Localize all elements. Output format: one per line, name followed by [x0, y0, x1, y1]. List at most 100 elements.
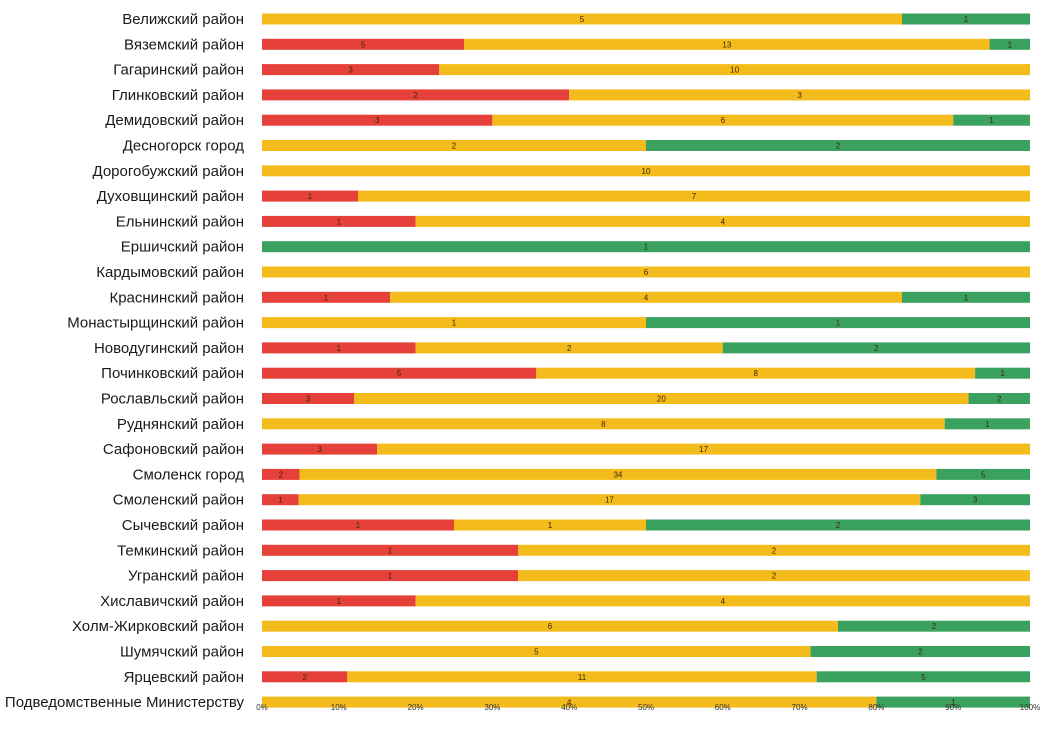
segment-value-label: 4 — [644, 293, 649, 302]
bar-segment — [415, 215, 1031, 227]
segment-value-label: 5 — [981, 470, 986, 479]
segment-value-label: 3 — [797, 91, 802, 100]
x-tick-label: 30% — [484, 703, 500, 712]
category-label: Краснинский район — [109, 289, 244, 306]
category-label: Демидовский район — [105, 112, 244, 129]
bar-segment — [975, 367, 1030, 379]
bar-segment — [953, 114, 1030, 126]
segment-value-label: 4 — [567, 698, 572, 707]
segment-value-label: 6 — [644, 268, 649, 277]
bar-segment — [810, 646, 1030, 657]
bar-segment — [262, 418, 945, 430]
x-tick-label: 60% — [715, 703, 731, 712]
category-label: Хиславичский район — [100, 593, 244, 610]
segment-value-label: 3 — [973, 496, 978, 505]
bar-segment — [262, 595, 416, 607]
category-label: Рославльский район — [101, 391, 244, 408]
category-label: Гагаринский район — [113, 62, 244, 79]
category-label: Руднянский район — [117, 416, 244, 433]
x-tick-label: 80% — [868, 703, 884, 712]
bar-segment — [454, 519, 646, 531]
segment-value-label: 2 — [836, 142, 841, 151]
bar-segment — [262, 140, 646, 151]
bar-segment — [262, 519, 454, 531]
bar-segment — [262, 570, 518, 582]
bar-segment — [390, 291, 902, 303]
segment-value-label: 2 — [997, 395, 1002, 404]
bar-segment — [262, 544, 518, 556]
segment-value-label: 2 — [567, 344, 572, 353]
bar-segment — [968, 393, 1030, 404]
segment-value-label: 1 — [337, 597, 342, 606]
x-tick-label: 10% — [331, 703, 347, 712]
segment-value-label: 2 — [918, 648, 923, 657]
category-label: Шумячский район — [120, 644, 244, 661]
segment-value-label: 1 — [964, 15, 969, 24]
category-label: Сафоновский район — [103, 441, 244, 458]
segment-value-label: 5 — [534, 648, 539, 657]
segment-value-label: 3 — [317, 445, 322, 454]
segment-value-label: 1 — [278, 496, 283, 505]
category-label: Велижский район — [122, 11, 244, 28]
segment-value-label: 20 — [657, 395, 666, 404]
segment-value-label: 8 — [601, 420, 606, 429]
bar-segment — [920, 494, 1030, 506]
bar-segment — [262, 241, 1030, 253]
bar-segment — [722, 342, 1030, 354]
bar-segment — [262, 291, 390, 303]
segment-value-label: 17 — [699, 445, 708, 454]
category-label: Смоленский район — [113, 492, 244, 509]
x-tick-label: 50% — [638, 703, 654, 712]
segment-value-label: 2 — [279, 470, 284, 479]
bar-segment — [262, 190, 358, 202]
bar-segment — [262, 266, 1030, 278]
category-label: Угранский район — [128, 568, 244, 585]
bar-segment — [902, 13, 1030, 25]
category-label: Десногорск город — [123, 138, 245, 155]
segment-value-label: 7 — [692, 192, 697, 201]
segment-value-label: 6 — [721, 116, 726, 125]
bar-segment — [262, 671, 348, 683]
segment-value-label: 17 — [605, 496, 614, 505]
x-tick-label: 100% — [1020, 703, 1040, 712]
bar-segment — [902, 291, 1030, 303]
category-label: Ершичский район — [121, 239, 244, 256]
segment-value-label: 5 — [580, 15, 585, 24]
bar-segment — [299, 468, 937, 480]
x-tick-label: 20% — [408, 703, 424, 712]
category-label: Духовщинский район — [97, 188, 244, 205]
segment-value-label: 1 — [1008, 40, 1013, 49]
segment-value-label: 3 — [375, 116, 380, 125]
segment-value-label: 1 — [836, 319, 841, 328]
category-label: Глинковский район — [112, 87, 244, 104]
segment-value-label: 5 — [397, 369, 402, 378]
segment-value-label: 4 — [721, 217, 726, 226]
bar-segment — [262, 13, 902, 25]
bar-segment — [989, 38, 1030, 50]
category-label: Подведомственные Министерству — [5, 694, 245, 711]
bar-segment — [536, 367, 976, 379]
segment-value-label: 2 — [874, 344, 879, 353]
bar-segment — [439, 64, 1031, 76]
segment-value-label: 8 — [753, 369, 758, 378]
bar-segment — [298, 494, 921, 506]
category-label: Ярцевский район — [124, 669, 244, 686]
bar-segment — [262, 342, 416, 354]
bar-segment — [262, 165, 1030, 177]
segment-value-label: 2 — [836, 521, 841, 530]
bar-segment — [262, 64, 440, 76]
category-label: Починковский район — [101, 365, 244, 382]
bar-segment — [358, 190, 1030, 202]
category-label: Сычевский район — [122, 517, 244, 534]
segment-value-label: 2 — [932, 622, 937, 631]
bar-segment — [262, 215, 416, 227]
bar-segment — [262, 38, 465, 50]
segment-value-label: 1 — [388, 546, 393, 555]
bar-segment — [944, 418, 1030, 430]
bar-segment — [569, 89, 1030, 101]
segment-value-label: 1 — [644, 243, 649, 252]
bar-segment — [262, 89, 570, 101]
bar-segment — [262, 494, 299, 506]
segment-value-label: 13 — [722, 40, 731, 49]
